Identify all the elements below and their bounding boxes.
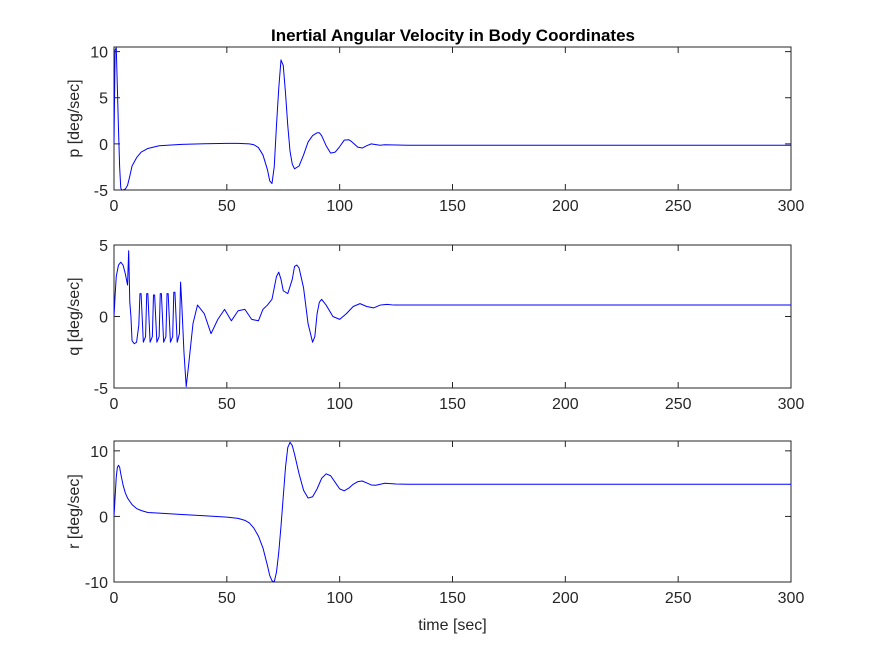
- axes-box: [113, 46, 792, 191]
- x-tick-label: 50: [218, 396, 236, 413]
- x-tick-label: 300: [778, 198, 805, 215]
- x-tick-label: 50: [218, 590, 236, 607]
- x-tick-label: 100: [326, 590, 353, 607]
- y-tick-label: 5: [99, 91, 108, 108]
- x-tick-label: 100: [326, 396, 353, 413]
- x-tick-label: 300: [778, 590, 805, 607]
- y-axis-label: p [deg/sec]: [66, 79, 83, 157]
- series-line: [114, 441, 791, 582]
- series-line: [114, 47, 791, 190]
- x-tick-label: 250: [665, 590, 692, 607]
- x-tick-label: 0: [110, 590, 119, 607]
- series-line: [114, 250, 791, 388]
- y-tick-label: -5: [94, 381, 108, 398]
- x-tick-label: 100: [326, 198, 353, 215]
- x-tick-label: 200: [552, 198, 579, 215]
- y-tick-label: 10: [90, 45, 108, 62]
- x-tick-label: 200: [552, 396, 579, 413]
- x-tick-label: 0: [110, 198, 119, 215]
- y-tick-label: 0: [99, 509, 108, 526]
- y-tick-label: 0: [99, 310, 108, 327]
- x-tick-label: 150: [439, 396, 466, 413]
- y-tick-label: -5: [94, 183, 108, 200]
- axes-box: [113, 440, 792, 583]
- y-axis-label: r [deg/sec]: [66, 474, 83, 549]
- x-axis-label: time [sec]: [418, 617, 486, 634]
- y-tick-label: 5: [99, 238, 108, 255]
- y-tick-label: -10: [85, 575, 108, 592]
- x-tick-label: 50: [218, 198, 236, 215]
- y-axis-label: q [deg/sec]: [66, 277, 83, 355]
- x-tick-label: 250: [665, 396, 692, 413]
- axes-box: [113, 244, 792, 389]
- x-tick-label: 0: [110, 396, 119, 413]
- x-tick-label: 200: [552, 590, 579, 607]
- y-tick-label: 10: [90, 444, 108, 461]
- y-tick-label: 0: [99, 137, 108, 154]
- chart-title: Inertial Angular Velocity in Body Coordi…: [271, 26, 635, 45]
- x-tick-label: 300: [778, 396, 805, 413]
- x-tick-label: 150: [439, 198, 466, 215]
- x-tick-label: 250: [665, 198, 692, 215]
- x-tick-label: 150: [439, 590, 466, 607]
